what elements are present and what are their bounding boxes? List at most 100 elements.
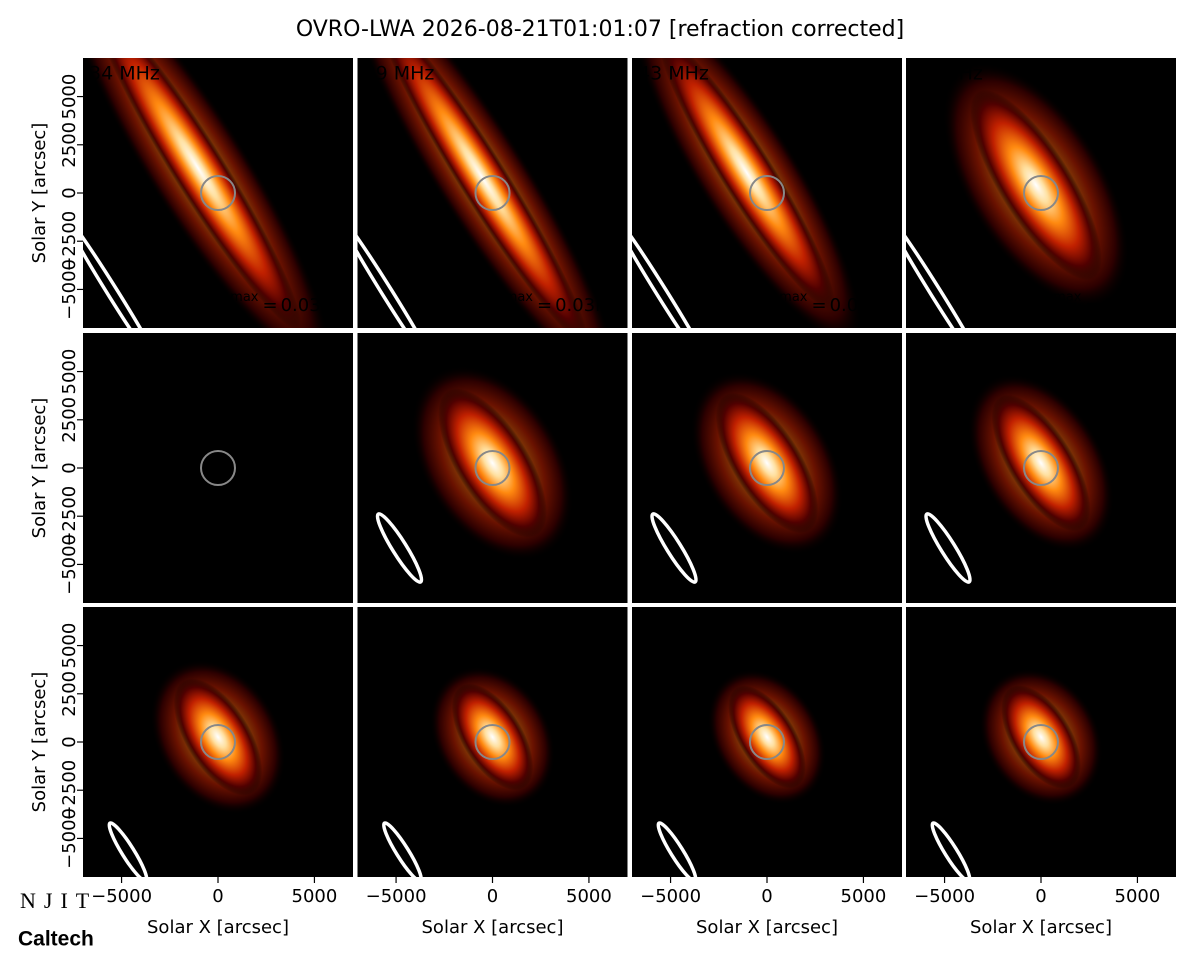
solar-disk — [749, 724, 785, 760]
tb-symbol: T — [1042, 570, 1055, 591]
y-tick-label: 2500 — [59, 671, 80, 717]
panel — [906, 62, 1130, 328]
no-data-label: No Data — [149, 447, 287, 487]
emission-core — [438, 388, 547, 538]
y-tick-label: −5000 — [59, 534, 80, 595]
solar-disk — [200, 450, 236, 486]
emission — [690, 371, 844, 555]
emission — [979, 668, 1103, 806]
solar-disk — [1023, 175, 1059, 211]
tb-max-label: TBmax = 0.46MK — [494, 839, 624, 870]
tb-symbol: T — [1042, 295, 1055, 316]
tb-symbol: T — [494, 844, 507, 865]
frequency-label: 52 MHz — [89, 338, 160, 360]
frequency-label: 80 MHz — [638, 612, 709, 634]
frequency-label: 39 MHz — [364, 63, 435, 85]
tb-sub: B — [779, 581, 788, 596]
tb-sup: max — [505, 290, 534, 305]
panel — [83, 58, 331, 328]
tb-sub: B — [779, 306, 788, 321]
tb-value: 0.14MK — [1104, 295, 1173, 316]
frequency-label: 57 MHz — [364, 338, 435, 360]
emission — [429, 666, 556, 808]
emission — [942, 62, 1130, 308]
tb-max-label: TBmax = 0.03MK — [219, 290, 349, 321]
tb-sub: B — [230, 855, 239, 870]
beam — [382, 821, 423, 877]
frequency-label: 71 MHz — [89, 612, 160, 634]
panel — [382, 666, 556, 877]
x-tick-label: 5000 — [1115, 886, 1161, 907]
tb-sup: max — [505, 565, 534, 580]
panel — [656, 669, 827, 877]
tb-eq: = — [537, 844, 552, 865]
tb-symbol: T — [768, 295, 781, 316]
emission-core — [970, 89, 1102, 281]
x-axis-label: Solar X [arcsec] — [147, 917, 289, 938]
emission — [150, 659, 286, 815]
tb-max-label: TBmax = 0.52MK — [768, 839, 898, 870]
solar-disk — [474, 724, 511, 760]
frequency-label: 75 MHz — [364, 612, 435, 634]
tb-max-label: TBmax = 0.36MK — [1042, 565, 1172, 596]
x-tick-label: 0 — [487, 886, 498, 907]
x-tick-label: −5000 — [366, 886, 427, 907]
tb-eq: = — [262, 295, 277, 316]
tb-max-label: TBmax = 0.41MK — [219, 839, 349, 870]
emission — [707, 669, 827, 805]
tb-symbol: T — [219, 295, 232, 316]
x-tick-label: 0 — [212, 886, 223, 907]
y-tick-label: −2500 — [59, 211, 80, 272]
y-axis-label: Solar Y [arcsec] — [29, 398, 50, 539]
tb-sub: B — [230, 306, 239, 321]
tb-value: 0.52MK — [830, 844, 899, 865]
y-tick-label: 5000 — [59, 623, 80, 669]
tb-max-label: TBmax = 0.03MK — [494, 290, 624, 321]
tb-sub: B — [505, 855, 514, 870]
x-tick-label: 0 — [761, 886, 772, 907]
tb-sub: B — [1053, 581, 1062, 596]
emission — [633, 58, 861, 328]
x-tick-label: −5000 — [640, 886, 701, 907]
y-tick-label: −5000 — [59, 259, 80, 320]
y-tick-label: 5000 — [59, 74, 80, 120]
beam — [375, 512, 424, 584]
tb-max-label: TBmax = 0.14MK — [1042, 290, 1172, 321]
solar-disk — [474, 175, 511, 211]
emission — [968, 374, 1114, 552]
beam — [83, 210, 166, 328]
tb-value: 0.31MK — [830, 570, 899, 591]
solar-disk — [200, 175, 236, 211]
tb-symbol: T — [768, 844, 781, 865]
tb-eq: = — [1085, 844, 1100, 865]
x-axis-label: Solar X [arcsec] — [422, 917, 564, 938]
emission — [411, 365, 574, 561]
tb-symbol: T — [494, 570, 507, 591]
beam — [906, 210, 989, 328]
tb-sub: B — [1053, 855, 1062, 870]
frequency-label: 34 MHz — [89, 63, 160, 85]
tb-sub: B — [1053, 306, 1062, 321]
solar-disk — [1023, 450, 1059, 486]
tb-eq: = — [537, 570, 552, 591]
tb-sup: max — [230, 839, 259, 854]
beam — [924, 512, 972, 584]
y-tick-label: 5000 — [59, 349, 80, 395]
tb-sub: B — [505, 306, 514, 321]
x-axis-label: Solar X [arcsec] — [970, 917, 1112, 938]
panel — [650, 371, 844, 584]
panel — [632, 58, 861, 328]
tb-sup: max — [1053, 565, 1082, 580]
logo: Caltech — [18, 928, 94, 951]
tb-value: 0.41MK — [281, 844, 350, 865]
tb-sup: max — [779, 290, 808, 305]
tb-sub: B — [505, 581, 514, 596]
y-tick-label: −2500 — [59, 486, 80, 547]
tb-eq: = — [811, 295, 826, 316]
tb-eq: = — [537, 295, 552, 316]
tb-value: 0.36MK — [1104, 570, 1173, 591]
solar-disk — [474, 450, 511, 486]
emission-core — [991, 394, 1091, 532]
tb-symbol: T — [768, 570, 781, 591]
emission-core — [173, 678, 263, 796]
